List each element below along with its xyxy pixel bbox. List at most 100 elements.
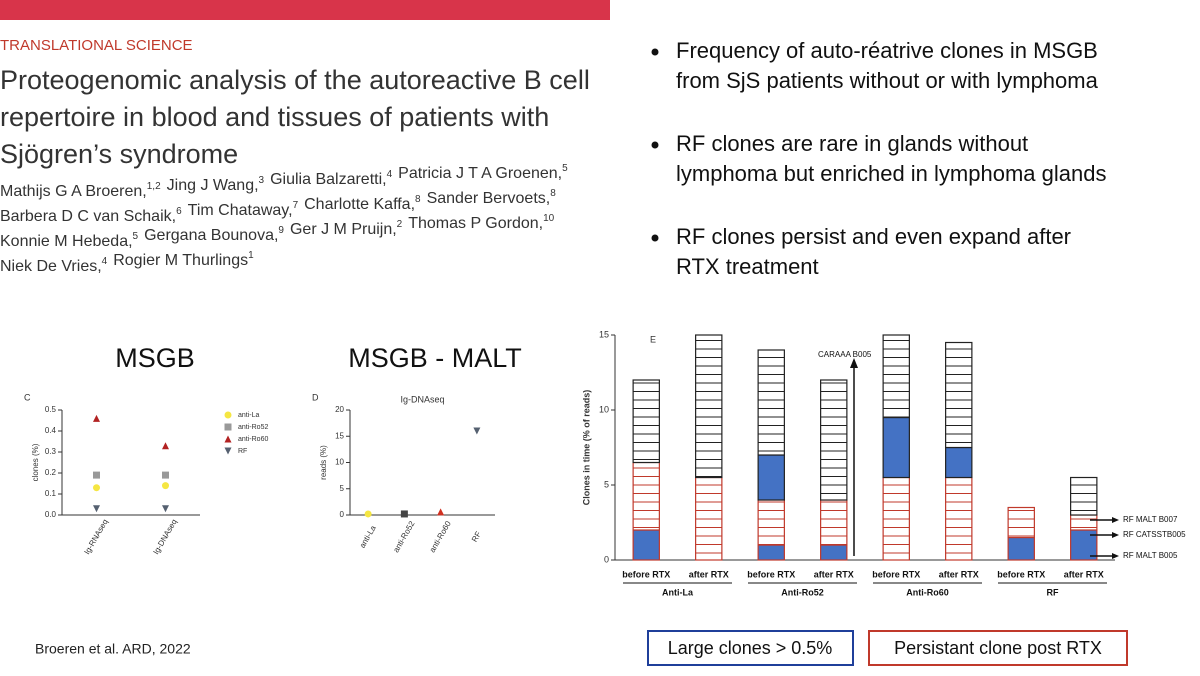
author-name: Niek De Vries, bbox=[0, 258, 102, 275]
legend-label: anti-Ro60 bbox=[238, 436, 268, 443]
author-name: Charlotte Kaffa, bbox=[304, 196, 415, 213]
author-name: Thomas P Gordon, bbox=[408, 215, 543, 232]
point bbox=[162, 482, 169, 490]
heading: MSGB - MALT bbox=[348, 343, 522, 373]
point bbox=[473, 427, 481, 435]
legend-label: RF bbox=[238, 448, 247, 455]
bar-segment bbox=[945, 446, 973, 479]
affiliation: 6 bbox=[176, 206, 182, 217]
point bbox=[364, 510, 372, 518]
x-tick-label: before RTX bbox=[622, 569, 670, 579]
x-tick-label: anti-Ro52 bbox=[391, 519, 416, 554]
x-tick-label: after RTX bbox=[939, 569, 979, 579]
y-tick-label: 0 bbox=[604, 554, 609, 564]
bar-segment bbox=[632, 461, 660, 531]
affiliation: 8 bbox=[415, 194, 421, 205]
title-line: Proteogenomic analysis of the autoreacti… bbox=[0, 65, 590, 95]
author-name: Patricia J T A Groenen, bbox=[398, 165, 562, 182]
point bbox=[400, 510, 408, 518]
chart-title: Ig-DNAseq bbox=[400, 394, 444, 404]
bullet-dot bbox=[651, 234, 659, 242]
y-tick-label: 10 bbox=[599, 404, 609, 414]
bar-segment bbox=[695, 476, 723, 561]
author-name: Tim Chataway, bbox=[188, 202, 293, 219]
bar-segment bbox=[820, 379, 848, 501]
annotation: RF MALT B007 bbox=[1123, 515, 1178, 524]
bar-segment bbox=[1070, 476, 1098, 516]
bar-segment bbox=[945, 476, 973, 561]
x-tick-label: anti-La bbox=[358, 523, 378, 549]
author-name: Ger J M Pruijn, bbox=[290, 221, 397, 238]
x-tick-label: after RTX bbox=[689, 569, 729, 579]
y-tick-label: 15 bbox=[599, 329, 609, 339]
group-label: Anti-Ro52 bbox=[781, 587, 824, 597]
bar-segment bbox=[757, 544, 785, 561]
bar-segment bbox=[882, 334, 910, 419]
point bbox=[437, 508, 445, 516]
y-axis-label: reads (%) bbox=[319, 445, 328, 480]
bar-segment bbox=[882, 416, 910, 479]
citation: Broeren et al. ARD, 2022 bbox=[35, 641, 191, 657]
x-tick-label: before RTX bbox=[872, 569, 920, 579]
x-tick-label: RF bbox=[470, 530, 483, 544]
affiliation: 3 bbox=[259, 175, 265, 186]
bullet-dot bbox=[651, 48, 659, 56]
group-label: RF bbox=[1047, 587, 1059, 597]
annotation: RF CATSSTB005 bbox=[1123, 530, 1186, 539]
y-tick-label: 0.4 bbox=[45, 426, 57, 435]
point bbox=[224, 447, 232, 455]
legend-text: Persistant clone post RTX bbox=[894, 638, 1102, 658]
y-tick-label: 0.3 bbox=[45, 447, 57, 456]
author-line: Barbera D C van Schaik,6 Tim Chataway,7 Ch… bbox=[0, 188, 556, 226]
author-name: Gergana Bounova, bbox=[144, 227, 278, 244]
arrowhead bbox=[1112, 532, 1119, 538]
heading: MSGB bbox=[115, 343, 195, 373]
author-name: Sander Bervoets, bbox=[427, 190, 551, 207]
author-name: Jing J Wang, bbox=[167, 177, 259, 194]
bar-segment bbox=[695, 334, 723, 479]
y-tick-label: 5 bbox=[604, 479, 609, 489]
author-name: Barbera D C van Schaik, bbox=[0, 208, 176, 225]
point bbox=[93, 505, 100, 513]
y-tick-label: 0.0 bbox=[45, 510, 57, 519]
x-tick-label: Ig-DNAseq bbox=[151, 518, 178, 556]
bar-segment bbox=[882, 476, 910, 561]
bar-segment bbox=[945, 341, 973, 449]
panel-letter: C bbox=[24, 392, 31, 402]
legend-label: anti-La bbox=[238, 412, 260, 419]
bullet-text: Frequency of auto-réatrive clones in MSG… bbox=[676, 38, 1098, 63]
point bbox=[224, 411, 232, 419]
y-tick-label: 0.1 bbox=[45, 489, 57, 498]
annotation: RF MALT B005 bbox=[1123, 551, 1178, 560]
bar-segment bbox=[757, 349, 785, 456]
bar-segment bbox=[1070, 514, 1098, 531]
bullet-text: from SjS patients without or with lympho… bbox=[676, 68, 1099, 93]
affiliation: 4 bbox=[102, 256, 108, 267]
affiliation: 1,2 bbox=[147, 181, 161, 192]
legend-text: Large clones > 0.5% bbox=[668, 638, 833, 658]
y-tick-label: 0.2 bbox=[45, 468, 57, 477]
affiliation: 10 bbox=[543, 213, 555, 224]
author-line: Konnie M Hebeda,5 Gergana Bounova,9 Ger J … bbox=[0, 213, 555, 251]
affiliation: 5 bbox=[133, 231, 139, 242]
title-line: repertoire in blood and tissues of patie… bbox=[0, 102, 549, 132]
x-tick-label: after RTX bbox=[814, 569, 854, 579]
bullet-text: RTX treatment bbox=[676, 254, 819, 279]
point bbox=[93, 484, 100, 492]
bar-segment bbox=[632, 379, 660, 464]
author-line: Mathijs G A Broeren,1,2 Jing J Wang,3 Giul… bbox=[0, 163, 568, 201]
affiliation: 2 bbox=[397, 219, 403, 230]
x-tick-label: after RTX bbox=[1064, 569, 1104, 579]
y-tick-label: 0 bbox=[340, 510, 345, 519]
point bbox=[224, 435, 232, 443]
arrowhead bbox=[850, 358, 858, 368]
point bbox=[93, 471, 100, 479]
legend-label: anti-Ro52 bbox=[238, 424, 268, 431]
bar-segment bbox=[757, 499, 785, 546]
y-axis-label: Clones in time (% of reads) bbox=[581, 390, 591, 506]
bar-segment bbox=[757, 454, 785, 501]
panel-letter: E bbox=[650, 334, 656, 344]
affiliation: 7 bbox=[293, 200, 299, 211]
bullet-text: RF clones persist and even expand after bbox=[676, 224, 1071, 249]
